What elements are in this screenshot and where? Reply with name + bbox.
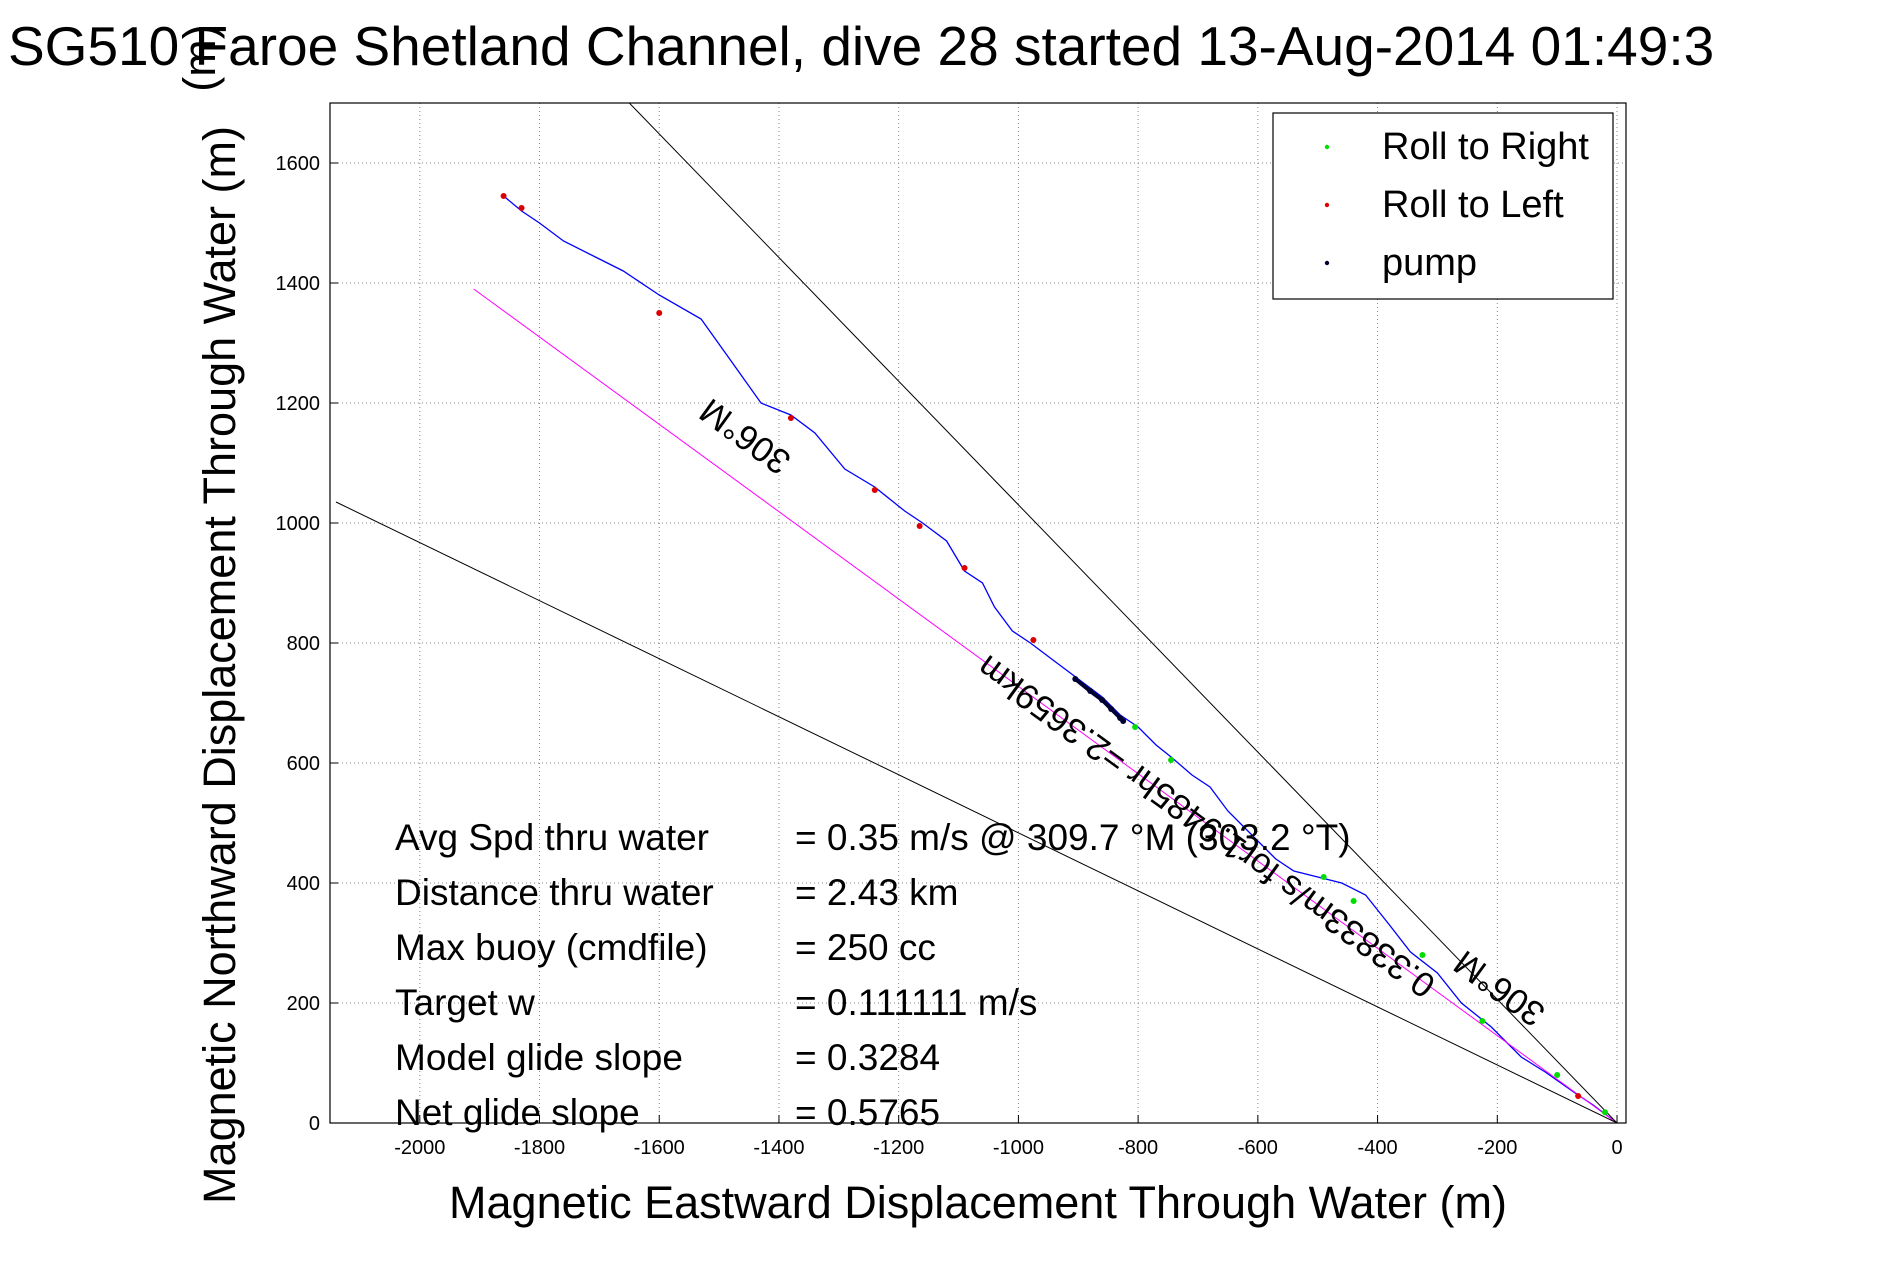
series-markers <box>500 193 1609 1116</box>
stat-label: Net glide slope <box>395 1092 640 1133</box>
y-tick-label: 200 <box>287 993 320 1015</box>
legend-box <box>1272 112 1614 300</box>
y-tick-label: 1400 <box>276 273 321 295</box>
stat-label: Target w <box>395 982 535 1023</box>
stat-label: Max buoy (cmdfile) <box>395 927 708 968</box>
y-axis-label: Magnetic Northward Displacement Through … <box>194 126 245 1204</box>
legend-marker <box>1324 202 1330 208</box>
stat-label: Avg Spd thru water <box>395 817 709 858</box>
roll-left-marker <box>656 310 663 316</box>
stat-value: = 0.5765 <box>795 1092 940 1133</box>
legend: Roll to Right Roll to Left pump <box>1272 112 1614 300</box>
roll-left-marker <box>1030 637 1037 643</box>
legend-label: Roll to Left <box>1382 184 1564 226</box>
x-tick-label: -2000 <box>394 1137 445 1159</box>
y-tick-label: 1200 <box>276 393 321 415</box>
roll-right-marker <box>1350 898 1357 904</box>
pump-marker <box>1099 697 1106 703</box>
heading-bound-line-upper <box>628 103 1618 1123</box>
stat-label: Model glide slope <box>395 1037 683 1078</box>
stat-value: = 0.111111 m/s <box>795 982 1037 1023</box>
y-tick-label: 600 <box>287 753 320 775</box>
glider-track-line <box>503 195 1618 1123</box>
x-tick-label: -1200 <box>873 1137 924 1159</box>
roll-left-marker <box>787 415 794 421</box>
pump-marker <box>1087 688 1094 694</box>
heading-bound-line-lower <box>335 501 1618 1123</box>
model-glide-line <box>473 288 1618 1123</box>
x-tick-label: -800 <box>1118 1137 1158 1159</box>
x-tick-label: -1000 <box>993 1137 1044 1159</box>
stat-value: = 250 cc <box>795 927 936 968</box>
roll-left-marker <box>916 523 923 529</box>
legend-label: Roll to Right <box>1382 126 1589 168</box>
roll-left-marker <box>871 487 878 493</box>
legend-marker <box>1324 144 1330 150</box>
stats-block: Avg Spd thru water = 0.35 m/s @ 309.7 °M … <box>395 817 1351 1133</box>
roll-left-marker <box>961 565 968 571</box>
stat-value: = 2.43 km <box>795 872 959 913</box>
x-tick-label: 0 <box>1611 1137 1622 1159</box>
plot-frame <box>329 102 1627 1124</box>
legend-marker <box>1324 260 1330 266</box>
y-tick-label: 800 <box>287 633 320 655</box>
y-tick-label: 1600 <box>276 153 321 175</box>
roll-right-marker <box>1419 952 1426 958</box>
y-tick-label: 1000 <box>276 513 321 535</box>
chart-title: SG510 Faroe Shetland Channel, dive 28 st… <box>8 15 1714 77</box>
stat-label: Distance thru water <box>395 872 714 913</box>
x-axis-label: Magnetic Eastward Displacement Through W… <box>449 1177 1507 1228</box>
pump-marker <box>1108 706 1115 712</box>
x-axis-ticks: -2000 -1800 -1600 -1400 -1200 -1000 -800 -600 -4… <box>394 1137 1622 1159</box>
series-lines <box>335 103 1618 1123</box>
roll-right-marker <box>1320 874 1327 880</box>
stat-value: = 0.35 m/s @ 309.7 °M (303.2 °T) <box>795 817 1351 858</box>
roll-right-marker <box>1602 1109 1609 1116</box>
x-tick-label: -200 <box>1477 1137 1517 1159</box>
x-tick-label: -1400 <box>753 1137 804 1159</box>
x-tick-label: -400 <box>1358 1137 1398 1159</box>
y-tick-label: 400 <box>287 873 320 895</box>
title-overlap-glyph: (m) <box>174 24 225 91</box>
roll-left-marker <box>518 205 525 211</box>
roll-right-marker <box>1132 724 1139 730</box>
roll-right-marker <box>1479 1018 1486 1024</box>
legend-label: pump <box>1382 242 1477 284</box>
y-axis-ticks: 0 200 400 600 800 1000 1200 1400 1600 <box>276 153 321 1135</box>
roll-right-marker <box>1554 1072 1561 1078</box>
pump-marker <box>1120 718 1127 724</box>
x-tick-label: -1800 <box>514 1137 565 1159</box>
y-tick-label: 0 <box>309 1113 320 1135</box>
roll-right-marker <box>1168 757 1175 763</box>
roll-left-marker <box>500 193 507 199</box>
x-tick-label: -1600 <box>634 1137 685 1159</box>
stat-value: = 0.3284 <box>795 1037 940 1078</box>
pump-marker <box>1072 676 1079 682</box>
roll-left-marker <box>1575 1093 1582 1099</box>
x-tick-label: -600 <box>1238 1137 1278 1159</box>
